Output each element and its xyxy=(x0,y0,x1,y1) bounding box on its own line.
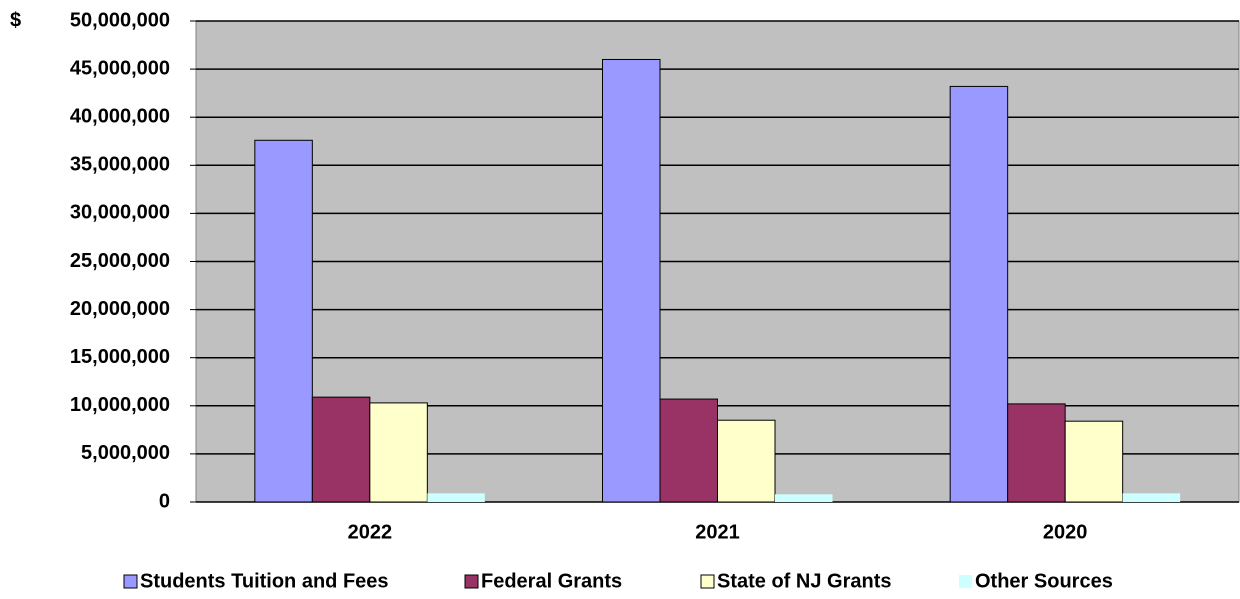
bar xyxy=(1064,420,1124,503)
x-tick-label: 2020 xyxy=(1043,521,1088,543)
legend-swatch xyxy=(464,574,479,589)
bar xyxy=(659,398,718,503)
bar xyxy=(717,419,776,503)
y-tick-label: 40,000,000 xyxy=(70,105,170,127)
bar xyxy=(1007,403,1066,503)
y-unit: $ xyxy=(10,9,21,31)
legend-swatch xyxy=(700,574,715,589)
legend-label: State of NJ Grants xyxy=(717,570,891,592)
y-tick-label: 15,000,000 xyxy=(70,346,170,368)
legend-label: Federal Grants xyxy=(481,570,622,592)
x-tick-label: 2022 xyxy=(348,521,393,543)
y-tick-label: 45,000,000 xyxy=(70,57,170,79)
bar xyxy=(254,139,313,503)
bar xyxy=(427,493,485,502)
bar xyxy=(949,85,1009,503)
y-tick-label: 0 xyxy=(159,490,170,512)
bar xyxy=(1122,493,1181,502)
x-tick-label: 2021 xyxy=(695,521,740,543)
y-tick-label: 10,000,000 xyxy=(70,394,170,416)
bar xyxy=(602,58,661,503)
bar xyxy=(311,396,371,503)
y-tick-label: 25,000,000 xyxy=(70,250,170,272)
y-tick-label: 20,000,000 xyxy=(70,298,170,320)
legend-label: Students Tuition and Fees xyxy=(140,570,389,592)
bar xyxy=(369,402,428,503)
y-tick-label: 30,000,000 xyxy=(70,202,170,224)
y-tick-label: 5,000,000 xyxy=(81,442,170,464)
legend-swatch xyxy=(123,574,138,589)
bar xyxy=(775,494,833,502)
legend-swatch xyxy=(959,575,972,588)
y-tick-label: 35,000,000 xyxy=(70,154,170,176)
legend-label: Other Sources xyxy=(975,570,1113,592)
y-tick-label: 50,000,000 xyxy=(70,9,170,31)
